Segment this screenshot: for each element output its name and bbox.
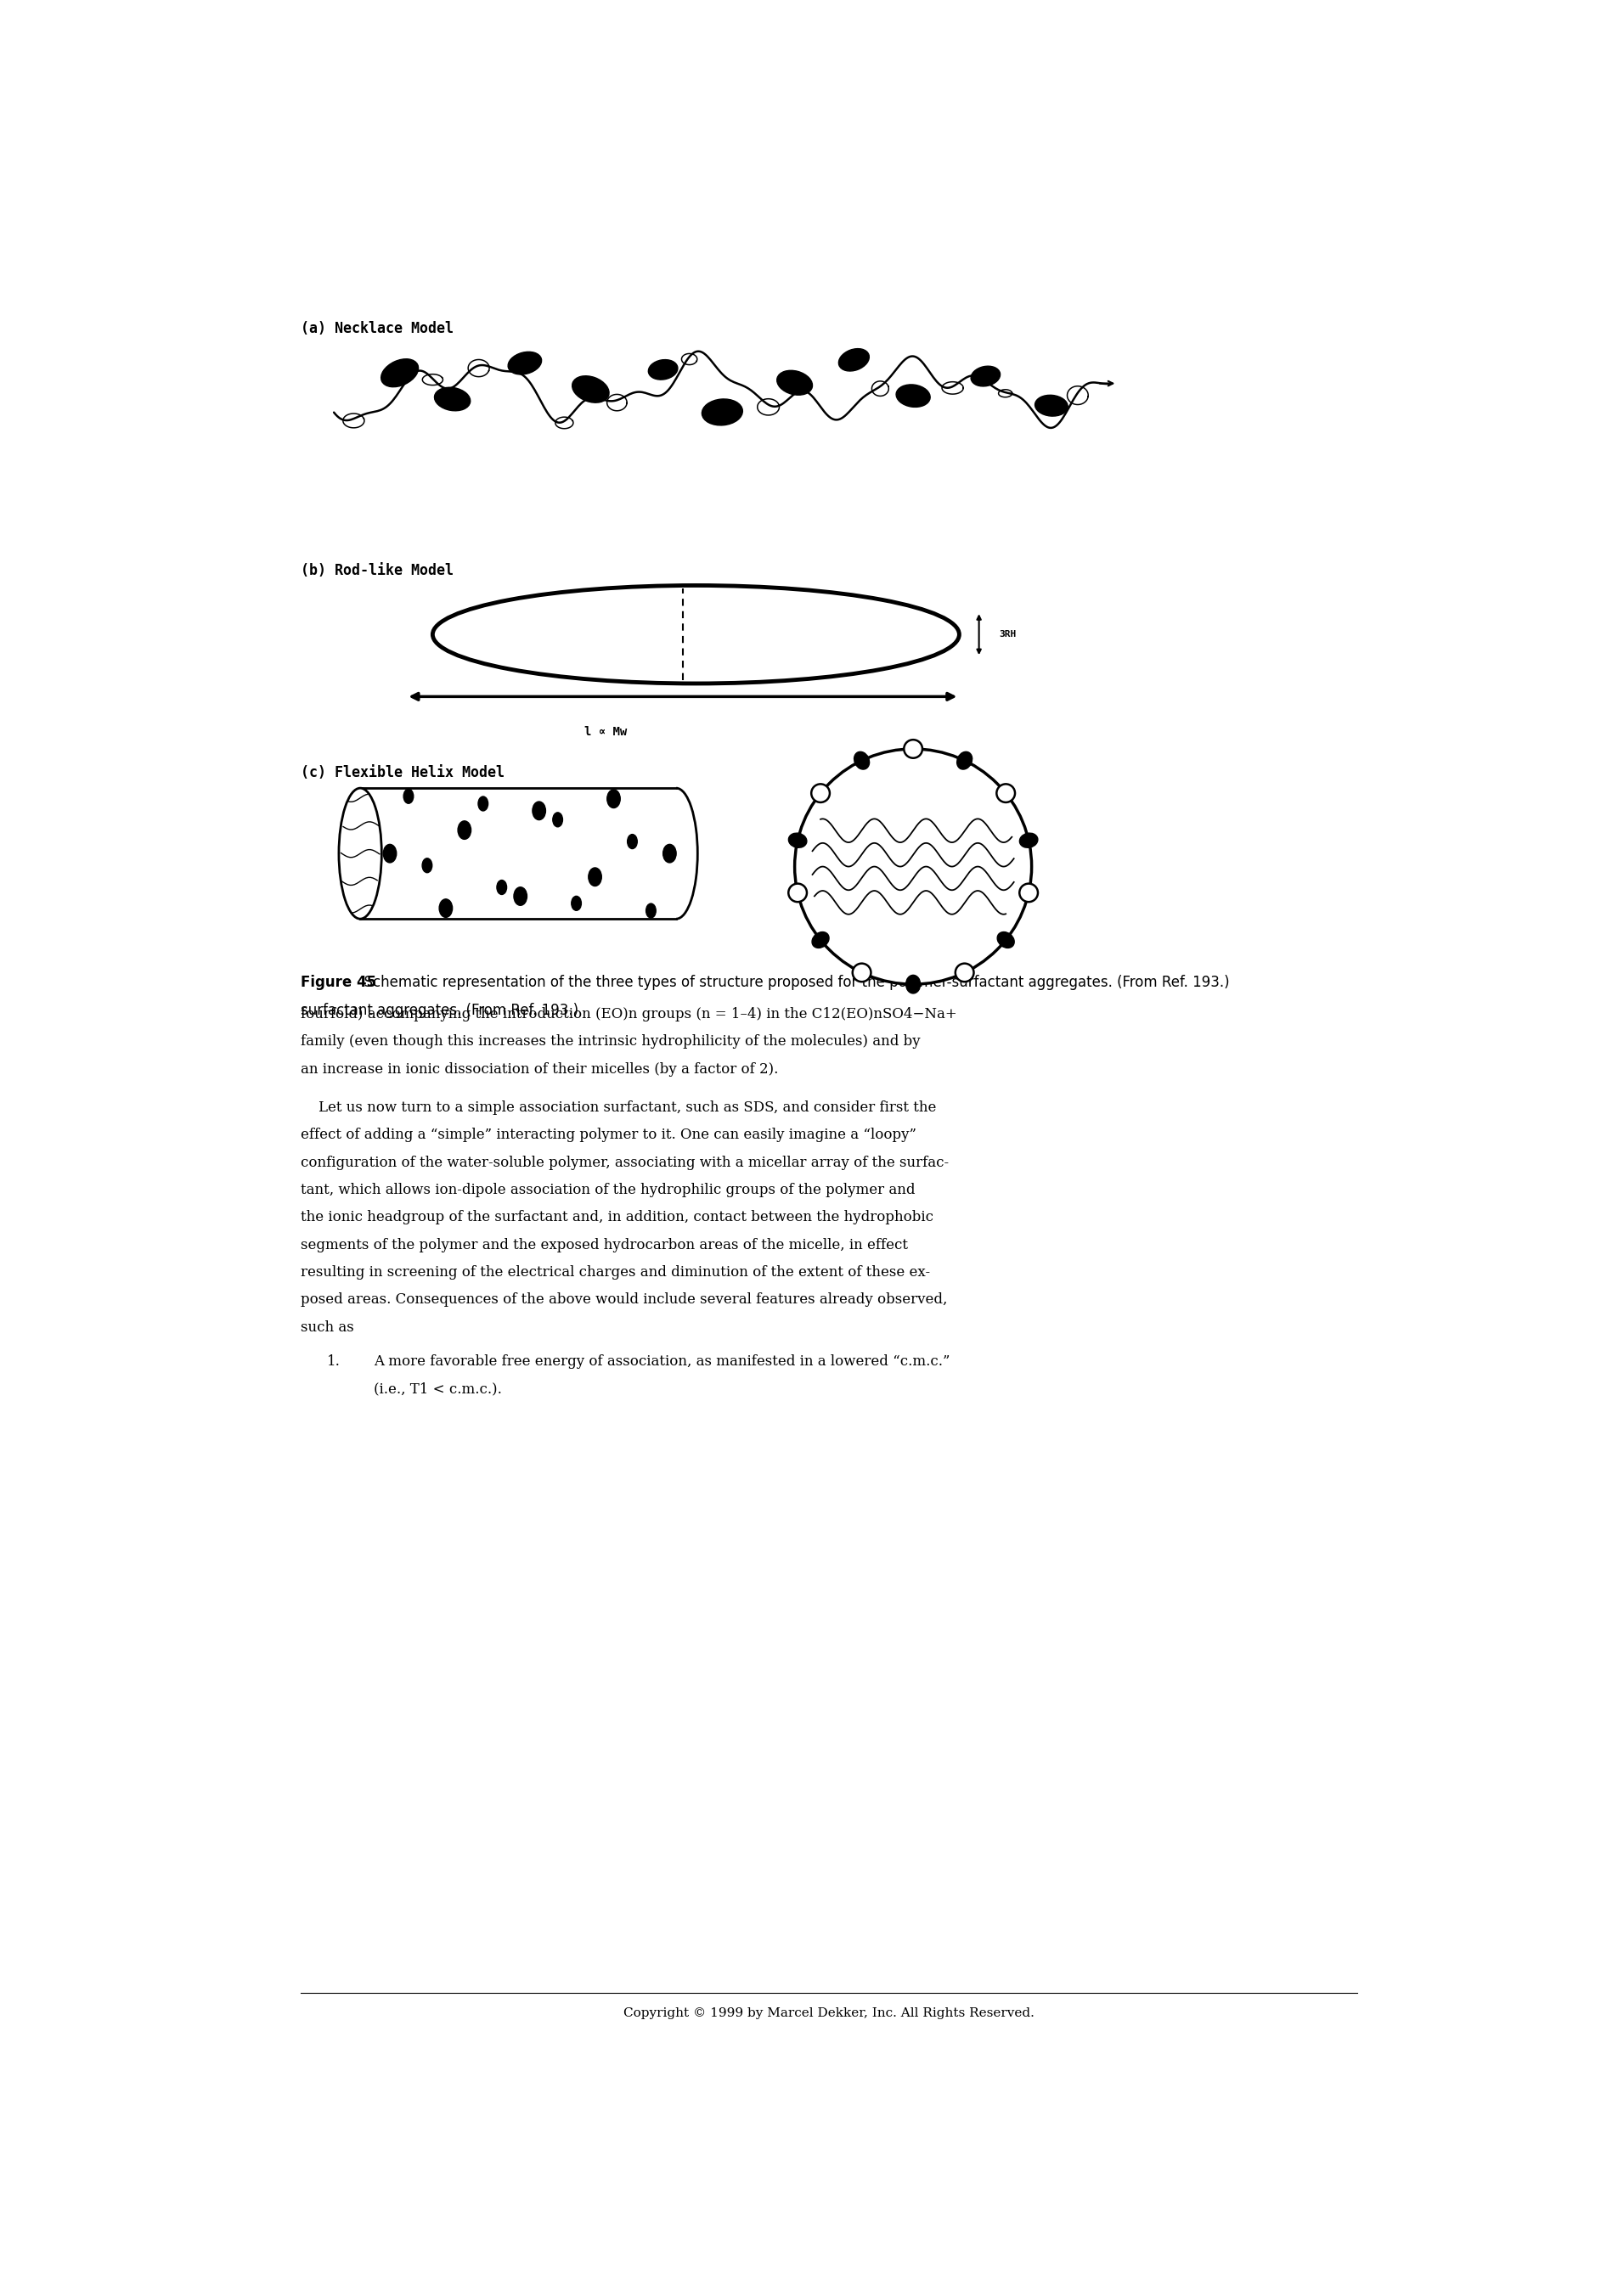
Ellipse shape [571, 895, 581, 912]
Text: the ionic headgroup of the surfactant and, in addition, contact between the hydr: the ionic headgroup of the surfactant an… [301, 1210, 934, 1224]
Circle shape [997, 783, 1014, 801]
Text: tant, which allows ion-dipole association of the hydrophilic groups of the polym: tant, which allows ion-dipole associatio… [301, 1182, 916, 1196]
Ellipse shape [628, 833, 637, 850]
Text: Let us now turn to a simple association surfactant, such as SDS, and consider fi: Let us now turn to a simple association … [301, 1100, 937, 1116]
Ellipse shape [812, 932, 828, 948]
Circle shape [955, 964, 974, 983]
Text: an increase in ionic dissociation of their micelles (by a factor of 2).: an increase in ionic dissociation of the… [301, 1063, 778, 1077]
Ellipse shape [607, 790, 620, 808]
Text: l ∝ Mw: l ∝ Mw [584, 726, 626, 737]
Text: family (even though this increases the intrinsic hydrophilicity of the molecules: family (even though this increases the i… [301, 1035, 921, 1049]
Text: segments of the polymer and the exposed hydrocarbon areas of the micelle, in eff: segments of the polymer and the exposed … [301, 1238, 908, 1251]
Ellipse shape [435, 388, 471, 411]
Circle shape [853, 964, 870, 983]
Ellipse shape [458, 822, 471, 840]
Ellipse shape [646, 905, 655, 918]
Ellipse shape [497, 879, 506, 895]
Text: effect of adding a “simple” interacting polymer to it. One can easily imagine a : effect of adding a “simple” interacting … [301, 1127, 917, 1143]
Ellipse shape [663, 845, 676, 863]
Ellipse shape [788, 833, 807, 847]
Text: fourfold) accompanying the introduction (EO)n groups (n = 1–4) in the C12(EO)nSO: fourfold) accompanying the introduction … [301, 1008, 958, 1022]
Text: (c) Flexible Helix Model: (c) Flexible Helix Model [301, 765, 505, 781]
Ellipse shape [432, 585, 959, 684]
Ellipse shape [838, 349, 869, 372]
Text: configuration of the water-soluble polymer, associating with a micellar array of: configuration of the water-soluble polym… [301, 1155, 950, 1171]
Ellipse shape [702, 400, 743, 425]
Ellipse shape [777, 370, 812, 395]
Ellipse shape [1019, 833, 1037, 847]
Text: Figure 45: Figure 45 [301, 974, 377, 990]
Ellipse shape [515, 886, 527, 905]
Ellipse shape [403, 790, 414, 804]
Text: A more favorable free energy of association, as manifested in a lowered “c.m.c.”: A more favorable free energy of associat… [374, 1355, 950, 1368]
Ellipse shape [438, 900, 453, 918]
Ellipse shape [338, 788, 382, 918]
Text: 3RH: 3RH [998, 629, 1016, 638]
Text: (b) Rod-like Model: (b) Rod-like Model [301, 563, 455, 579]
Text: surfactant aggregates. (From Ref. 193.): surfactant aggregates. (From Ref. 193.) [301, 1003, 579, 1019]
Text: Schematic representation of the three types of structure proposed for the polyme: Schematic representation of the three ty… [354, 974, 1230, 990]
Ellipse shape [383, 845, 396, 863]
Text: posed areas. Consequences of the above would include several features already ob: posed areas. Consequences of the above w… [301, 1293, 948, 1306]
Ellipse shape [382, 358, 419, 388]
Ellipse shape [971, 365, 1000, 386]
Ellipse shape [906, 976, 921, 994]
Circle shape [794, 748, 1032, 985]
Text: 1.: 1. [327, 1355, 341, 1368]
Circle shape [788, 884, 807, 902]
Ellipse shape [854, 751, 869, 769]
Text: (a) Necklace Model: (a) Necklace Model [301, 321, 455, 335]
Ellipse shape [997, 932, 1014, 948]
Text: such as: such as [301, 1320, 354, 1334]
Ellipse shape [649, 360, 678, 379]
Ellipse shape [956, 751, 972, 769]
Text: resulting in screening of the electrical charges and diminution of the extent of: resulting in screening of the electrical… [301, 1265, 930, 1279]
Ellipse shape [508, 351, 542, 374]
Ellipse shape [1036, 395, 1068, 416]
Ellipse shape [532, 801, 545, 820]
Ellipse shape [422, 859, 432, 872]
Ellipse shape [589, 868, 602, 886]
Circle shape [904, 739, 922, 758]
Ellipse shape [896, 383, 930, 406]
Text: (i.e., T1 < c.m.c.).: (i.e., T1 < c.m.c.). [374, 1382, 502, 1396]
Text: Copyright © 1999 by Marcel Dekker, Inc. All Rights Reserved.: Copyright © 1999 by Marcel Dekker, Inc. … [623, 2007, 1036, 2020]
Ellipse shape [553, 813, 563, 827]
Ellipse shape [573, 377, 608, 402]
Circle shape [811, 783, 830, 801]
Circle shape [1019, 884, 1037, 902]
Ellipse shape [479, 797, 489, 810]
